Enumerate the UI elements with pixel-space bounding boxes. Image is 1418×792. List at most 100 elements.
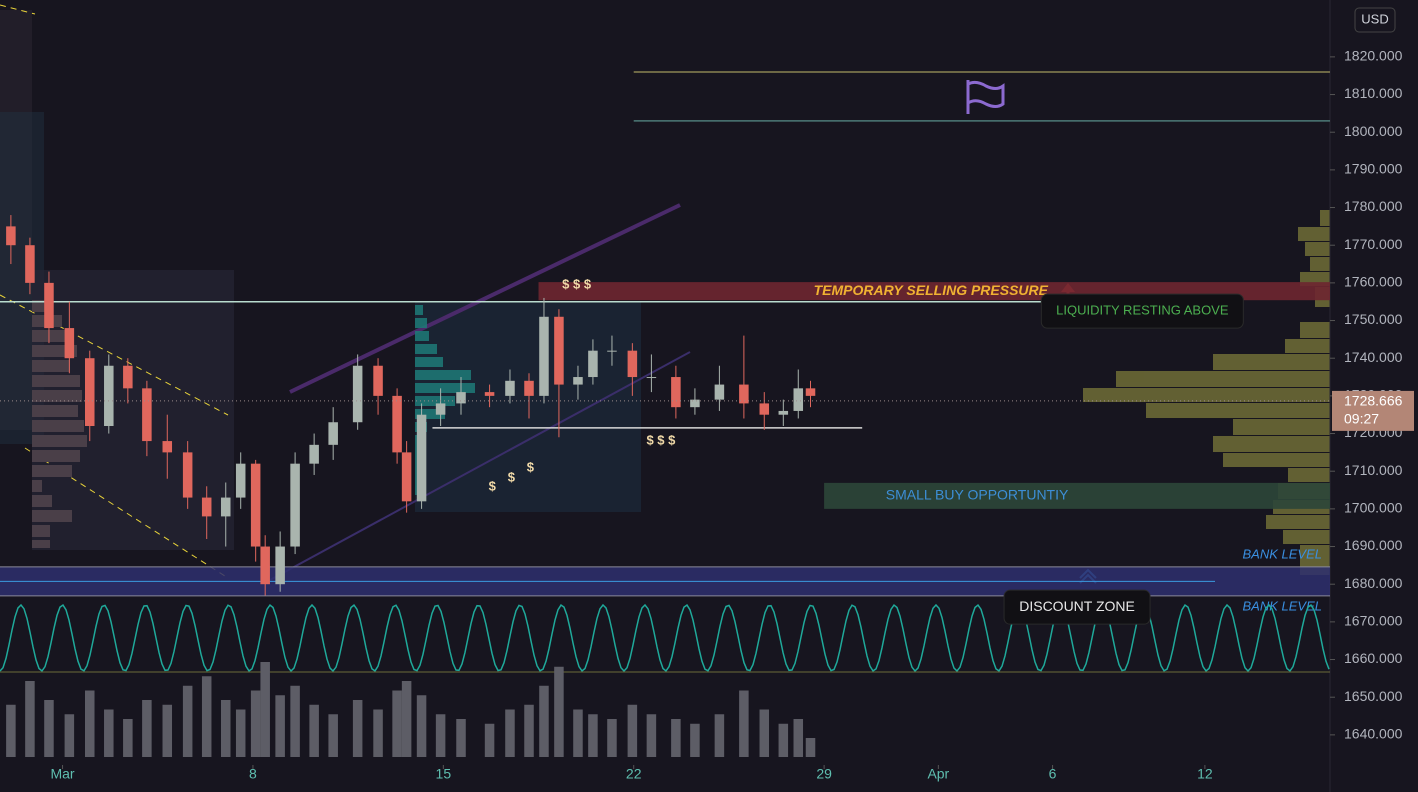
volume-bar (275, 695, 285, 757)
candle-body (162, 441, 173, 453)
last-price-badge (1332, 390, 1414, 431)
volume-bar (627, 704, 638, 757)
y-tick-label: 1670.000 (1344, 613, 1403, 629)
volume-bar (690, 723, 700, 757)
volume-bar (588, 714, 598, 757)
volume-bar (182, 685, 193, 757)
y-tick-label: 1820.000 (1344, 48, 1403, 64)
candle-body (505, 380, 515, 396)
candle-body (235, 463, 246, 498)
candle-body (220, 497, 231, 517)
channel-line (24, 447, 229, 579)
bank-level-label: BANK LEVEL (1243, 598, 1323, 613)
candle-body (328, 422, 338, 445)
candle-body (260, 546, 270, 585)
last-price-label: 1728.666 (1344, 393, 1403, 409)
dollar-marker: $ $ $ (646, 433, 676, 448)
callout-box (1003, 589, 1151, 625)
candle-body (290, 463, 300, 547)
y-tick-label: 1740.000 (1344, 349, 1403, 365)
candle-body (123, 365, 133, 389)
volume-bar (505, 709, 515, 757)
candle-body (456, 392, 466, 404)
candle-body (352, 365, 363, 423)
volume-bar (524, 704, 534, 757)
y-tick-label: 1710.000 (1344, 462, 1403, 478)
zone-label: SMALL BUY OPPORTUNTIY (886, 487, 1069, 503)
candle-body (250, 463, 261, 547)
volume-bar (793, 719, 804, 757)
candle-body (573, 377, 583, 385)
volume-bar (671, 719, 681, 757)
y-tick-label: 1680.000 (1344, 575, 1403, 591)
volume-bar (607, 719, 617, 757)
callout-label: LIQUIDITY RESTING ABOVE (1056, 303, 1229, 318)
x-tick-label: 12 (1197, 766, 1213, 782)
flag-icon (966, 80, 1005, 114)
volume-bar (123, 719, 133, 757)
candle-body (778, 410, 789, 415)
volume-bar (220, 700, 231, 757)
candle-body (690, 399, 700, 408)
candle-body (793, 388, 804, 411)
candle-body (6, 226, 16, 246)
candle-body (524, 380, 534, 396)
y-tick-label: 1640.000 (1344, 726, 1403, 742)
volume-bar (44, 700, 54, 757)
volume-bar (142, 700, 152, 757)
volume-bar (416, 695, 427, 757)
countdown-label: 09:27 (1344, 411, 1379, 427)
zone-label: TEMPORARY SELLING PRESSURE (814, 282, 1049, 298)
volume-bar (104, 709, 114, 757)
volume-bar (456, 719, 466, 757)
y-tick-label: 1750.000 (1344, 311, 1403, 327)
bank-level-label: BANK LEVEL (1243, 546, 1323, 561)
volume-bar (759, 709, 770, 757)
x-tick-label: 8 (249, 766, 257, 782)
candle-body (416, 414, 427, 502)
candle-body (182, 452, 193, 498)
candle-body (104, 365, 114, 427)
volume-bar (392, 690, 402, 757)
dollar-marker: $ $ $ (562, 277, 592, 292)
volume-bar (714, 714, 725, 757)
candle-body (373, 365, 383, 396)
candle-body (627, 350, 638, 378)
y-tick-label: 1690.000 (1344, 537, 1403, 553)
y-tick-label: 1800.000 (1344, 123, 1403, 139)
candle-body (714, 384, 725, 400)
candle-body (401, 452, 412, 502)
volume-bar (260, 662, 270, 757)
volume-bar (739, 690, 749, 757)
volume-bar (235, 709, 246, 757)
y-tick-label: 1780.000 (1344, 198, 1403, 214)
y-tick-label: 1790.000 (1344, 161, 1403, 177)
volume-bar (778, 723, 789, 757)
volume-bar (201, 676, 212, 757)
volume-bar (484, 723, 495, 757)
volume-bar (352, 700, 363, 757)
candle-body (588, 350, 598, 378)
shaded-box (415, 302, 641, 512)
candle-body (539, 316, 549, 396)
volume-bar (328, 714, 338, 757)
volume-bar (6, 704, 16, 757)
y-tick-label: 1810.000 (1344, 85, 1403, 101)
trend-channel (269, 351, 691, 581)
y-tick-label: 1700.000 (1344, 500, 1403, 516)
x-tick-label: Apr (927, 766, 949, 782)
x-tick-label: 6 (1049, 766, 1057, 782)
volume-bar (435, 714, 446, 757)
x-tick-label: 29 (816, 766, 832, 782)
callout-label: DISCOUNT ZONE (1019, 598, 1135, 614)
volume-bar (84, 690, 95, 757)
volume-bar (25, 681, 35, 757)
candle-body (484, 392, 495, 396)
dollar-marker: $ (489, 478, 497, 493)
candle-body (435, 403, 446, 415)
candle-body (25, 245, 35, 283)
channel-line (0, 294, 229, 416)
volume-profile-left (32, 300, 87, 548)
candle-body (64, 328, 75, 359)
